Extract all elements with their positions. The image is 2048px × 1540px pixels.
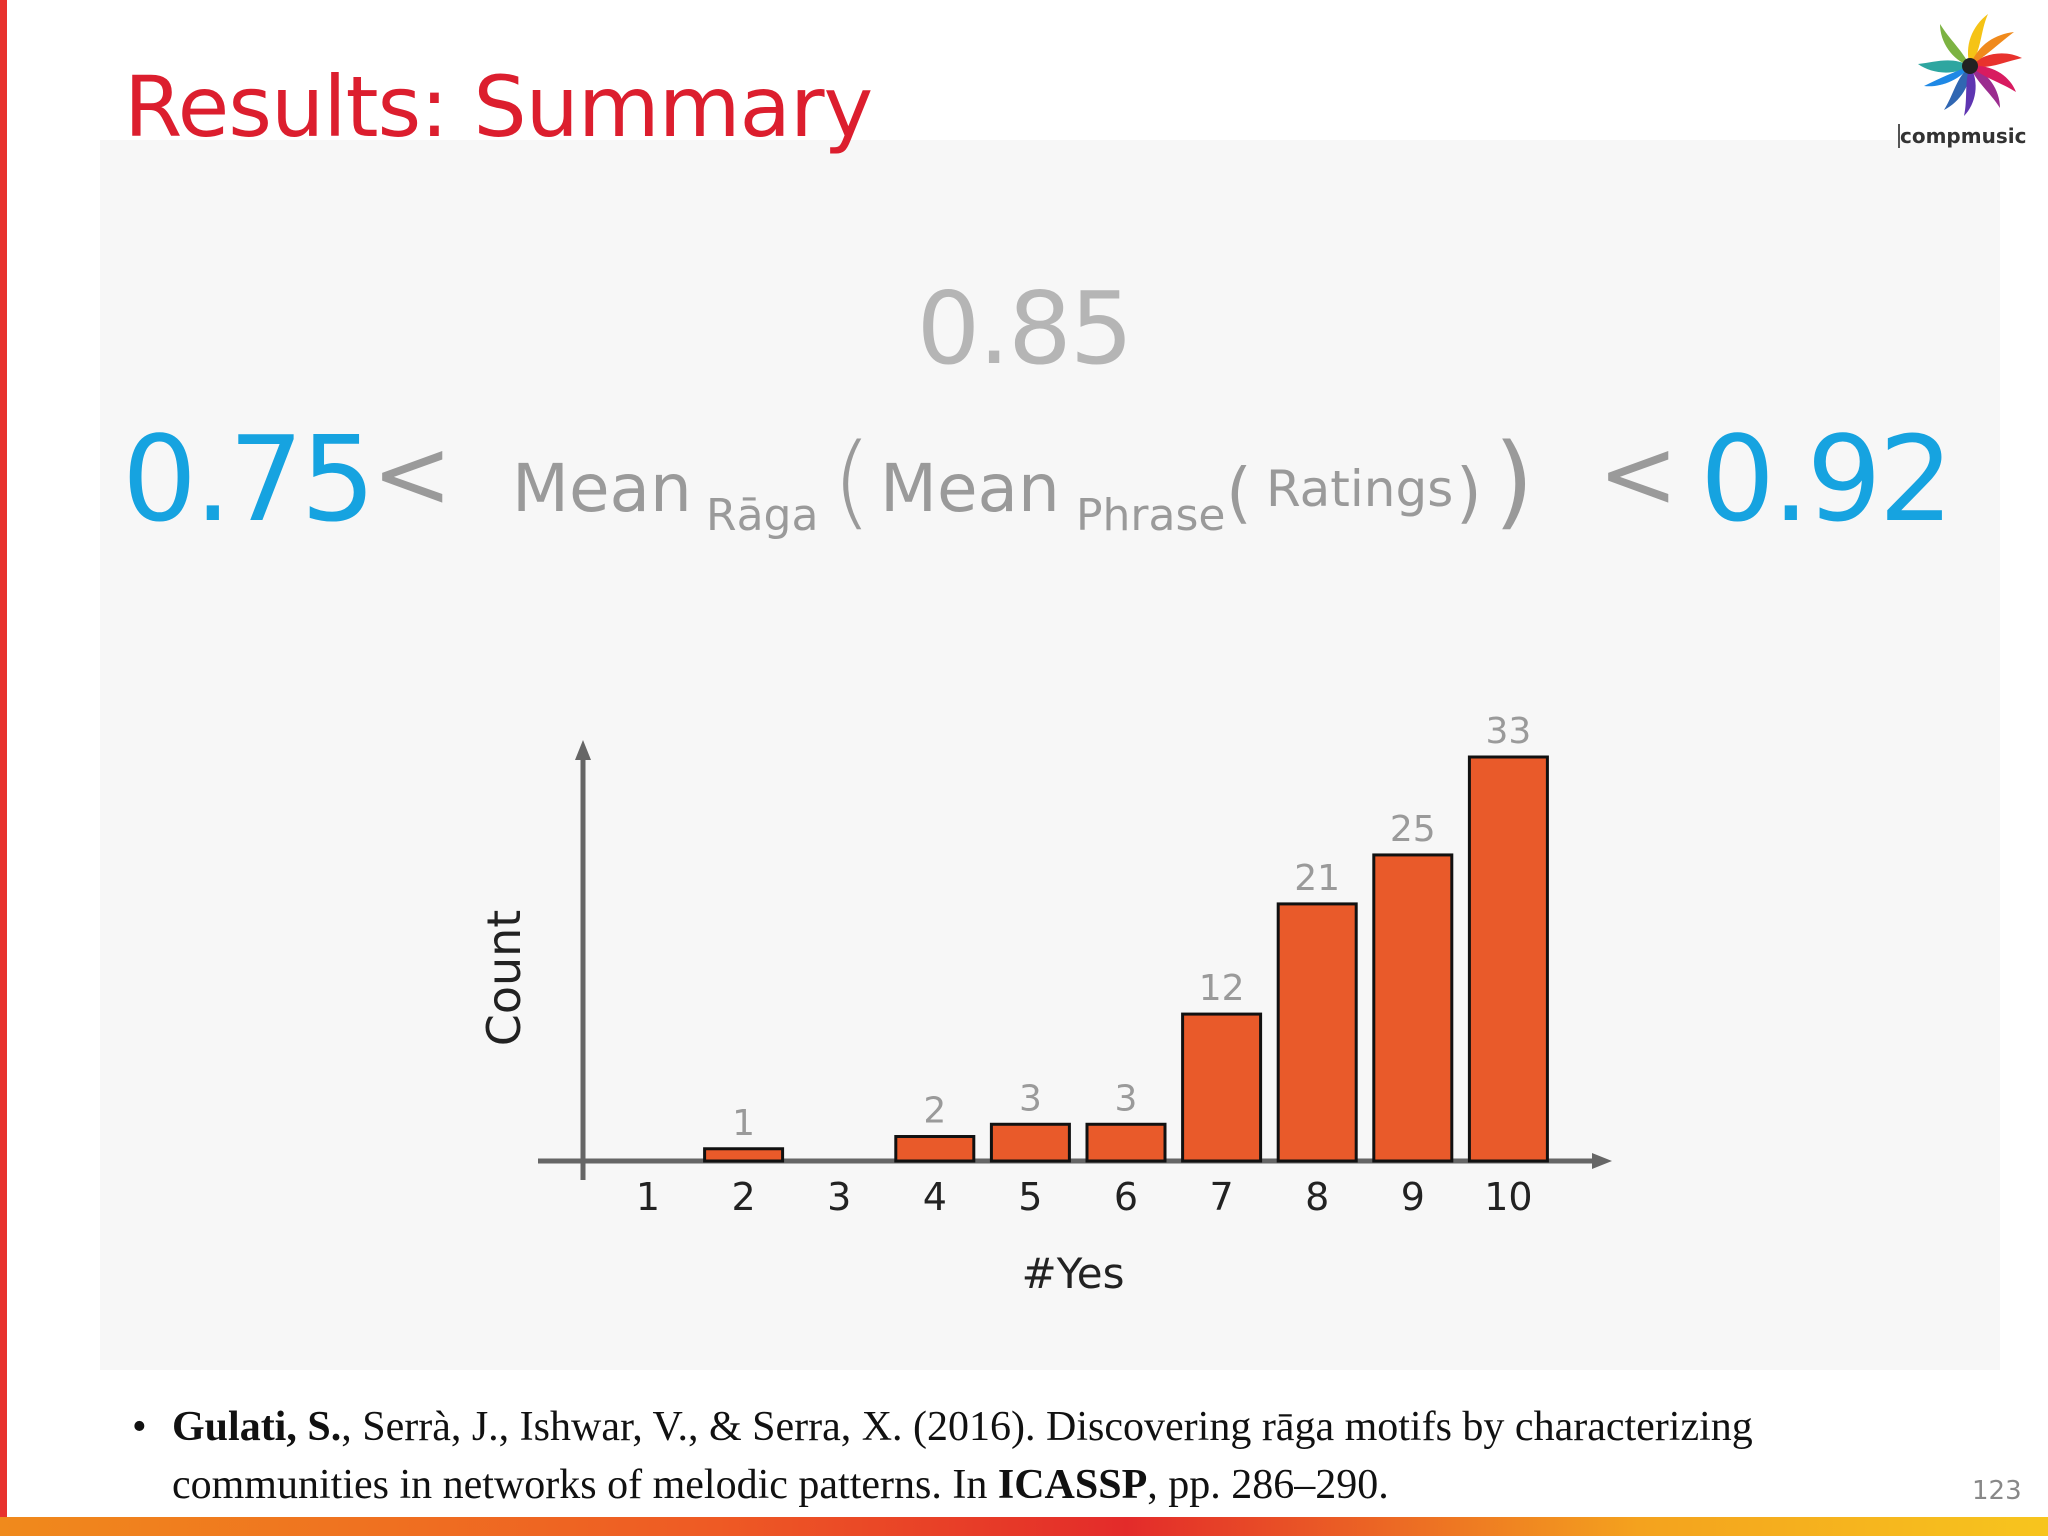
citation-pages: , pp. 286–290. bbox=[1147, 1462, 1389, 1508]
compmusic-logo-icon bbox=[1918, 14, 2022, 116]
y-axis-label: Count bbox=[477, 910, 531, 1047]
bar-data-label: 21 bbox=[1294, 858, 1340, 899]
citation-body: , Serrà, J., Ishwar, V., & Serra, X. (20… bbox=[172, 1404, 1753, 1508]
less-than-right: < bbox=[1598, 418, 1679, 530]
x-tick-label: 3 bbox=[827, 1175, 851, 1219]
mean-raga-word: Mean bbox=[512, 450, 692, 527]
page-number: 123 bbox=[1972, 1476, 2022, 1506]
x-tick-label: 6 bbox=[1114, 1175, 1138, 1219]
outer-paren-close: ) bbox=[1494, 422, 1534, 541]
logo-divider bbox=[1898, 124, 1900, 148]
y-axis-arrow bbox=[575, 740, 591, 760]
x-tick-label: 9 bbox=[1401, 1175, 1425, 1219]
inner-paren-open: ( bbox=[1226, 454, 1252, 531]
bar bbox=[1372, 853, 1454, 1163]
bar bbox=[989, 1122, 1071, 1163]
x-tick-label: 8 bbox=[1305, 1175, 1329, 1219]
outer-paren-open: ( bbox=[832, 422, 872, 541]
bar-data-label: 3 bbox=[1019, 1078, 1042, 1119]
bar-data-label: 2 bbox=[923, 1091, 946, 1132]
bar bbox=[1276, 902, 1358, 1163]
x-axis-label: #Yes bbox=[1022, 1249, 1125, 1298]
x-tick-label: 4 bbox=[923, 1175, 947, 1219]
citation-text: Gulati, S., Serrà, J., Ishwar, V., & Ser… bbox=[172, 1398, 1952, 1514]
x-tick-label: 2 bbox=[732, 1175, 756, 1219]
mean-phrase-word: Mean bbox=[880, 450, 1060, 527]
slide-title: Results: Summary bbox=[124, 58, 873, 156]
x-tick-label: 5 bbox=[1018, 1175, 1042, 1219]
x-axis-arrow bbox=[1592, 1153, 1612, 1169]
upper-bound: 0.92 bbox=[1700, 410, 1954, 548]
bar bbox=[1181, 1012, 1263, 1163]
summary-formula: 0.75 < Mean Rāga ( Mean Phrase ( Ratings… bbox=[0, 410, 2048, 550]
x-tick-label: 7 bbox=[1210, 1175, 1234, 1219]
phrase-subscript: Phrase bbox=[1076, 490, 1226, 541]
bar-data-label: 1 bbox=[732, 1103, 755, 1144]
bar bbox=[894, 1135, 976, 1163]
inner-paren-close: ) bbox=[1456, 454, 1482, 531]
ratings-word: Ratings bbox=[1266, 460, 1454, 518]
citation-author: Gulati, S. bbox=[172, 1404, 342, 1450]
bar bbox=[1467, 755, 1549, 1163]
left-accent-stripe bbox=[0, 0, 7, 1536]
citation-bullet: • bbox=[132, 1404, 147, 1450]
x-tick-label: 10 bbox=[1484, 1175, 1532, 1219]
bar-data-label: 12 bbox=[1199, 968, 1245, 1009]
bar-data-label: 3 bbox=[1115, 1078, 1138, 1119]
bar-data-label: 33 bbox=[1485, 711, 1531, 752]
bar-data-label: 25 bbox=[1390, 809, 1436, 850]
content-panel bbox=[100, 140, 2000, 1370]
mean-value: 0.85 bbox=[916, 270, 1134, 387]
bottom-accent-stripe bbox=[0, 1517, 2048, 1536]
raga-subscript: Rāga bbox=[706, 490, 819, 541]
lower-bound: 0.75 bbox=[122, 410, 376, 548]
less-than-left: < bbox=[372, 418, 453, 530]
bar bbox=[703, 1147, 785, 1163]
x-tick-label: 1 bbox=[636, 1175, 660, 1219]
citation-venue: ICASSP bbox=[997, 1462, 1148, 1508]
logo-text: compmusic bbox=[1900, 124, 2027, 148]
bar bbox=[1085, 1122, 1167, 1163]
